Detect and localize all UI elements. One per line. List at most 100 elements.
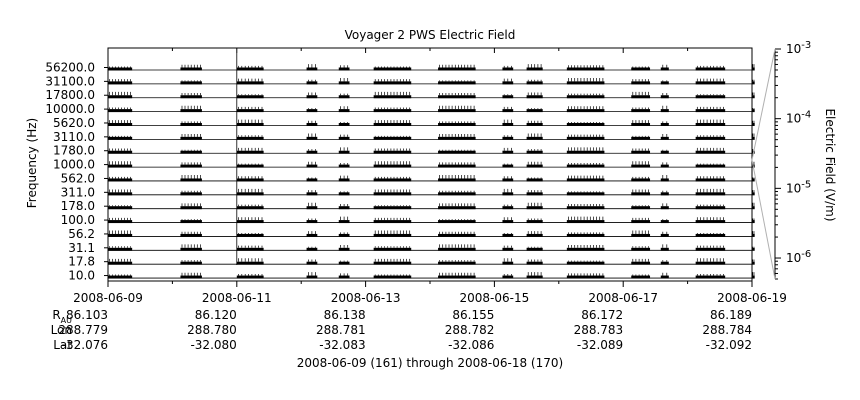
signal-spikes [308,64,316,68]
signal-spikes [632,91,649,96]
signal-segment [236,192,264,196]
signal-spikes [632,205,649,207]
signal-spikes [109,205,131,207]
signal-spikes [181,149,201,151]
y-tick-label: 5620.0 [53,116,95,130]
signal-spikes [632,217,649,221]
signal-spikes [181,64,201,68]
signal-spikes [696,163,724,165]
signal-spikes [662,175,668,179]
signal-spikes [181,203,201,207]
ephem-r-value: 86.120 [195,308,237,322]
signal-segment [236,95,264,99]
signal-spikes [374,148,411,151]
signal-spikes [238,273,263,276]
signal-segment [438,206,476,210]
signal-segment [660,178,669,182]
signal-segment [752,122,755,126]
signal-segment [306,275,318,279]
signal-segment [438,122,476,126]
signal-segment [108,178,133,182]
signal-segment [306,233,318,237]
signal-spikes [632,230,649,234]
signal-segment [306,220,318,224]
signal-segment [438,150,476,154]
signal-spikes [503,258,512,262]
signal-spikes [374,176,411,179]
signal-segment [526,206,543,210]
y-tick-label: 17.8 [68,255,95,269]
signal-spikes [568,77,604,82]
signal-segment [373,233,412,237]
signal-spikes [308,231,316,234]
signal-segment [236,150,264,154]
signal-spikes [340,273,349,276]
signal-spikes [527,259,542,262]
signal-segment [502,206,514,210]
signal-segment [752,206,755,210]
channel-row [108,161,755,168]
signal-segment [338,206,350,210]
signal-spikes [503,106,512,110]
ephem-lat-value: -32.076 [62,338,108,352]
signal-segment [338,247,350,251]
signal-spikes [181,105,201,110]
signal-spikes [340,162,349,165]
ephem-r-value: 86.155 [452,308,494,322]
signal-segment [108,81,133,85]
signal-spikes [696,258,724,262]
signal-segment [502,192,514,196]
signal-spikes [439,149,475,151]
signal-spikes [752,64,755,68]
signal-segment [566,178,605,182]
signal-spikes [439,219,475,221]
signal-spikes [696,188,724,193]
signal-segment [660,164,669,168]
signal-segment [660,136,669,140]
signal-spikes [439,80,475,82]
signal-spikes [503,119,512,123]
signal-spikes [374,107,411,110]
signal-spikes [181,134,201,137]
channel-row [108,230,755,237]
signal-segment [180,95,202,99]
signal-segment [236,275,264,279]
signal-spikes [752,218,755,221]
signal-segment [752,220,755,224]
channel-row [108,64,755,71]
signal-spikes [632,246,649,248]
signal-spikes [374,120,411,123]
signal-segment [752,275,755,279]
signal-spikes [181,175,201,179]
signal-segment [695,122,726,126]
signal-segment [306,164,318,168]
signal-segment [438,233,476,237]
signal-spikes [696,217,724,221]
signal-spikes [238,78,263,82]
signal-spikes [568,245,604,248]
signal-spikes [662,272,668,276]
signal-spikes [181,80,201,82]
frequency-tick-labels: 56200.031100.017800.010000.05620.03110.0… [45,61,108,283]
signal-segment [752,67,755,71]
signal-spikes [752,202,755,207]
ephem-lon-value: 288.782 [445,323,495,337]
signal-spikes [503,94,512,96]
signal-spikes [238,245,263,248]
signal-segment [502,233,514,237]
signal-spikes [662,149,668,151]
signal-segment [306,178,318,182]
signal-spikes [109,66,131,68]
signal-segment [180,247,202,251]
signal-spikes [696,232,724,234]
signal-spikes [109,217,131,221]
y-tick-label: 1000.0 [53,158,95,172]
y-tick-label: 1780.0 [53,144,95,158]
signal-spikes [632,107,649,110]
signal-segment [108,261,133,265]
signal-segment [502,67,514,71]
signal-segment [526,81,543,85]
signal-spikes [568,106,604,110]
ephem-lat-value: -32.089 [577,338,623,352]
signal-segment [373,275,412,279]
